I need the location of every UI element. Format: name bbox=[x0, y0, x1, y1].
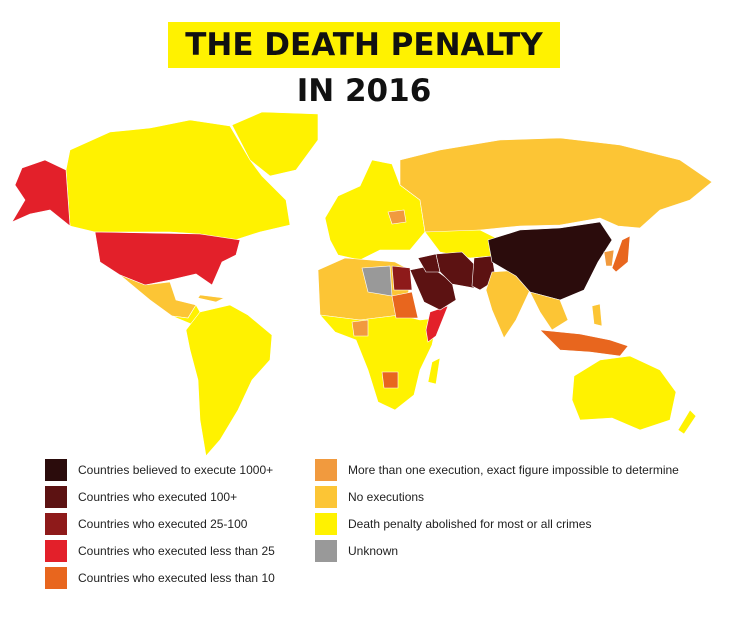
legend-swatch bbox=[315, 513, 337, 535]
legend-item: Unknown bbox=[315, 540, 398, 562]
legend-swatch bbox=[45, 567, 67, 589]
legend-item: More than one execution, exact figure im… bbox=[315, 459, 679, 481]
title: THE DEATH PENALTY IN 2016 bbox=[168, 22, 560, 109]
legend-label: Unknown bbox=[348, 544, 399, 558]
legend-label: Countries who executed less than 10 bbox=[78, 571, 275, 585]
legend-label: Countries believed to execute 1000+ bbox=[78, 463, 274, 477]
legend-item: Countries who executed less than 25 bbox=[45, 540, 275, 562]
legend-swatch bbox=[45, 486, 67, 508]
legend-item: Countries who executed 25-100 bbox=[45, 513, 247, 535]
legend-item: Countries who executed 100+ bbox=[45, 486, 237, 508]
legend-label: No executions bbox=[348, 490, 425, 504]
legend-item: No executions bbox=[315, 486, 424, 508]
legend-label: More than one execution, exact figure im… bbox=[348, 463, 679, 477]
legend-label: Countries who executed 100+ bbox=[78, 490, 238, 504]
legend-label: Countries who executed 25-100 bbox=[78, 517, 248, 531]
legend-label: Countries who executed less than 25 bbox=[78, 544, 275, 558]
legend-swatch bbox=[45, 513, 67, 535]
legend-item: Death penalty abolished for most or all … bbox=[315, 513, 591, 535]
world-map bbox=[11, 111, 713, 457]
countries bbox=[11, 111, 713, 457]
legend-swatch bbox=[315, 540, 337, 562]
legend-swatch bbox=[45, 459, 67, 481]
legend-swatch bbox=[315, 486, 337, 508]
legend-item: Countries believed to execute 1000+ bbox=[45, 459, 273, 481]
legend-swatch bbox=[315, 459, 337, 481]
legend-item: Countries who executed less than 10 bbox=[45, 567, 275, 589]
legend-swatch bbox=[45, 540, 67, 562]
legend-label: Death penalty abolished for most or all … bbox=[348, 517, 592, 531]
